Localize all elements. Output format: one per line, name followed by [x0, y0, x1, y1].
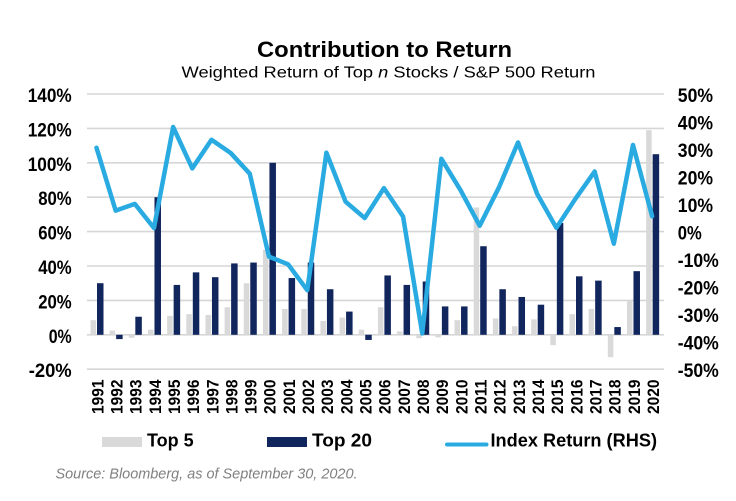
svg-text:10%: 10% [678, 196, 713, 217]
svg-text:100%: 100% [28, 155, 72, 176]
svg-text:1999: 1999 [243, 380, 261, 415]
svg-text:80%: 80% [38, 189, 72, 210]
svg-text:1996: 1996 [185, 380, 203, 415]
svg-text:2006: 2006 [377, 380, 395, 415]
svg-text:2007: 2007 [396, 380, 414, 415]
svg-text:2015: 2015 [549, 380, 567, 415]
svg-text:0%: 0% [49, 327, 72, 348]
svg-text:2004: 2004 [338, 379, 356, 414]
svg-text:2013: 2013 [511, 380, 529, 415]
svg-text:2014: 2014 [530, 379, 548, 414]
svg-text:-20%: -20% [29, 361, 72, 382]
svg-text:-30%: -30% [678, 306, 719, 327]
svg-text:40%: 40% [38, 258, 72, 279]
svg-text:2018: 2018 [607, 380, 625, 415]
svg-text:2020: 2020 [645, 380, 663, 415]
svg-text:-50%: -50% [678, 361, 719, 382]
svg-text:2012: 2012 [492, 379, 510, 414]
svg-text:2005: 2005 [358, 380, 376, 415]
svg-text:-40%: -40% [678, 334, 719, 355]
svg-text:Source: Bloomberg, as of Septe: Source: Bloomberg, as of September 30, 2… [56, 467, 358, 483]
svg-text:2017: 2017 [587, 380, 605, 415]
svg-text:Weighted Return of Top n Stock: Weighted Return of Top n Stocks / S&P 50… [182, 65, 596, 82]
svg-text:Top 5: Top 5 [147, 431, 194, 451]
svg-text:Index Return (RHS): Index Return (RHS) [491, 431, 658, 451]
svg-text:0%: 0% [678, 224, 702, 245]
svg-text:2002: 2002 [300, 380, 318, 415]
svg-text:1992: 1992 [108, 380, 126, 415]
svg-text:2003: 2003 [319, 380, 337, 415]
svg-text:2001: 2001 [281, 380, 299, 415]
svg-text:2009: 2009 [434, 380, 452, 415]
svg-text:-20%: -20% [678, 279, 719, 300]
svg-text:1998: 1998 [223, 380, 241, 415]
svg-text:20%: 20% [38, 292, 72, 313]
svg-text:2008: 2008 [415, 380, 433, 415]
svg-text:140%: 140% [28, 86, 72, 107]
svg-text:2011: 2011 [473, 380, 491, 415]
svg-text:1993: 1993 [128, 380, 146, 415]
svg-text:2010: 2010 [453, 380, 471, 415]
svg-text:50%: 50% [678, 86, 713, 107]
svg-text:2019: 2019 [626, 380, 644, 415]
svg-text:120%: 120% [28, 120, 72, 141]
svg-text:-10%: -10% [678, 251, 719, 272]
svg-text:1994: 1994 [147, 379, 165, 414]
svg-text:Contribution to Return: Contribution to Return [257, 37, 512, 62]
svg-text:1997: 1997 [204, 380, 222, 415]
svg-text:20%: 20% [678, 169, 713, 190]
svg-text:Top 20: Top 20 [312, 431, 372, 451]
svg-text:1995: 1995 [166, 380, 184, 415]
svg-text:1991: 1991 [89, 380, 107, 415]
svg-text:60%: 60% [38, 224, 72, 245]
svg-text:2016: 2016 [568, 380, 586, 415]
svg-text:2000: 2000 [262, 380, 280, 415]
svg-text:30%: 30% [678, 141, 713, 162]
svg-text:40%: 40% [678, 114, 713, 135]
